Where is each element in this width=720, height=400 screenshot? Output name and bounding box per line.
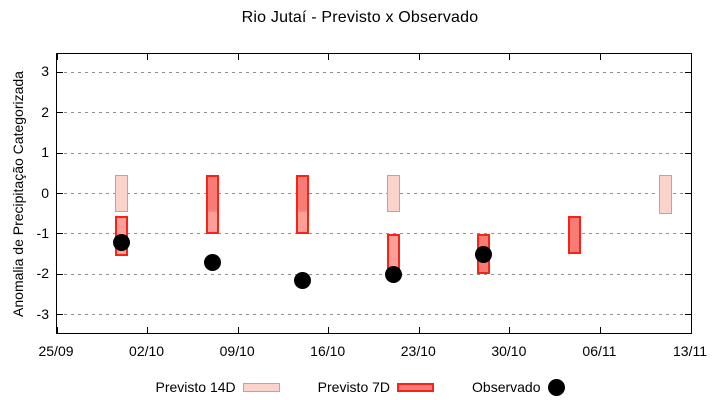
bar-overlap-14d-7d <box>296 175 310 212</box>
bar-previsto-14d <box>115 175 129 212</box>
y-tick-left <box>57 112 63 114</box>
bar-previsto-7d-border <box>205 175 219 234</box>
x-tick-bottom <box>418 327 420 333</box>
bar-overlap-14d-7d <box>568 215 582 255</box>
observado-dot <box>203 253 221 271</box>
observado-dot <box>294 271 312 289</box>
previsto-7d-swatch <box>397 382 435 392</box>
gridline-y0 <box>57 193 691 194</box>
x-tick-bottom <box>237 327 239 333</box>
legend-item-observado: Observado <box>472 378 565 396</box>
x-tick-top <box>599 54 601 60</box>
y-tick-right <box>685 273 691 275</box>
plot-area <box>56 53 692 334</box>
y-tick-left <box>57 314 63 316</box>
bar-previsto-14d <box>658 175 672 214</box>
y-tick-label: 0 <box>41 184 49 201</box>
legend-label-previsto-14d: Previsto 14D <box>155 379 236 395</box>
x-tick-label: 30/10 <box>491 343 527 359</box>
y-tick-left <box>57 273 63 275</box>
bar-previsto-7d-fill <box>386 233 400 275</box>
legend-item-previsto-7d: Previsto 7D <box>317 379 435 395</box>
x-tick-top <box>418 54 420 60</box>
y-tick-label: 2 <box>41 103 49 120</box>
y-tick-label: -3 <box>36 305 49 322</box>
x-tick-top <box>56 54 58 60</box>
x-tick-bottom <box>509 327 511 333</box>
x-tick-bottom <box>147 327 149 333</box>
bar-previsto-14d <box>386 175 400 212</box>
gridline-y3 <box>57 71 691 73</box>
x-tick-bottom <box>690 327 692 333</box>
y-tick-right <box>685 193 691 194</box>
y-tick-right <box>685 233 691 235</box>
observado-dot-swatch <box>547 378 565 396</box>
x-tick-top <box>690 54 692 60</box>
x-tick-top <box>509 54 511 60</box>
x-tick-top <box>237 54 239 60</box>
x-tick-label: 06/11 <box>582 343 617 359</box>
y-tick-label: 3 <box>41 63 49 80</box>
y-tick-right <box>685 112 691 114</box>
y-tick-label: -2 <box>36 265 49 282</box>
legend-label-observado: Observado <box>472 379 541 395</box>
x-tick-label: 13/11 <box>673 343 707 359</box>
y-tick-right <box>685 314 691 316</box>
y-tick-right <box>685 152 691 154</box>
y-tick-label: 1 <box>41 144 49 161</box>
y-tick-left <box>57 233 63 235</box>
gridline-y1 <box>57 152 691 154</box>
gridline-y-1 <box>57 233 691 235</box>
x-tick-top <box>147 54 149 60</box>
legend-label-previsto-7d: Previsto 7D <box>317 379 391 395</box>
chart-title: Rio Jutaí - Previsto x Observado <box>241 9 479 26</box>
previsto-14d-swatch <box>242 382 280 392</box>
legend-item-previsto-14d: Previsto 14D <box>156 379 280 395</box>
gridline-y-3 <box>57 314 691 316</box>
y-tick-right <box>685 71 691 73</box>
x-tick-bottom <box>328 327 330 333</box>
gridline-y-2 <box>57 273 691 275</box>
observado-dot <box>475 245 493 263</box>
y-tick-left <box>57 152 63 154</box>
x-tick-label: 23/10 <box>400 343 436 359</box>
bar-previsto-7d-border <box>296 175 310 234</box>
x-tick-label: 09/10 <box>219 343 255 359</box>
y-tick-left <box>57 71 63 73</box>
legend: Previsto 14D Previsto 7D Observado <box>0 376 720 398</box>
observado-dot <box>384 265 402 283</box>
x-tick-top <box>328 54 330 60</box>
gridline-y2 <box>57 112 691 114</box>
y-tick-label: -1 <box>36 224 49 241</box>
observado-dot <box>113 233 131 251</box>
bar-previsto-7d-border <box>568 215 582 255</box>
x-tick-label: 25/09 <box>38 343 74 359</box>
x-tick-label: 02/10 <box>129 343 165 359</box>
y-tick-left <box>57 193 63 194</box>
x-tick-bottom <box>599 327 601 333</box>
x-tick-bottom <box>56 327 58 333</box>
bar-overlap-14d-7d <box>205 175 219 212</box>
x-tick-label: 16/10 <box>310 343 346 359</box>
